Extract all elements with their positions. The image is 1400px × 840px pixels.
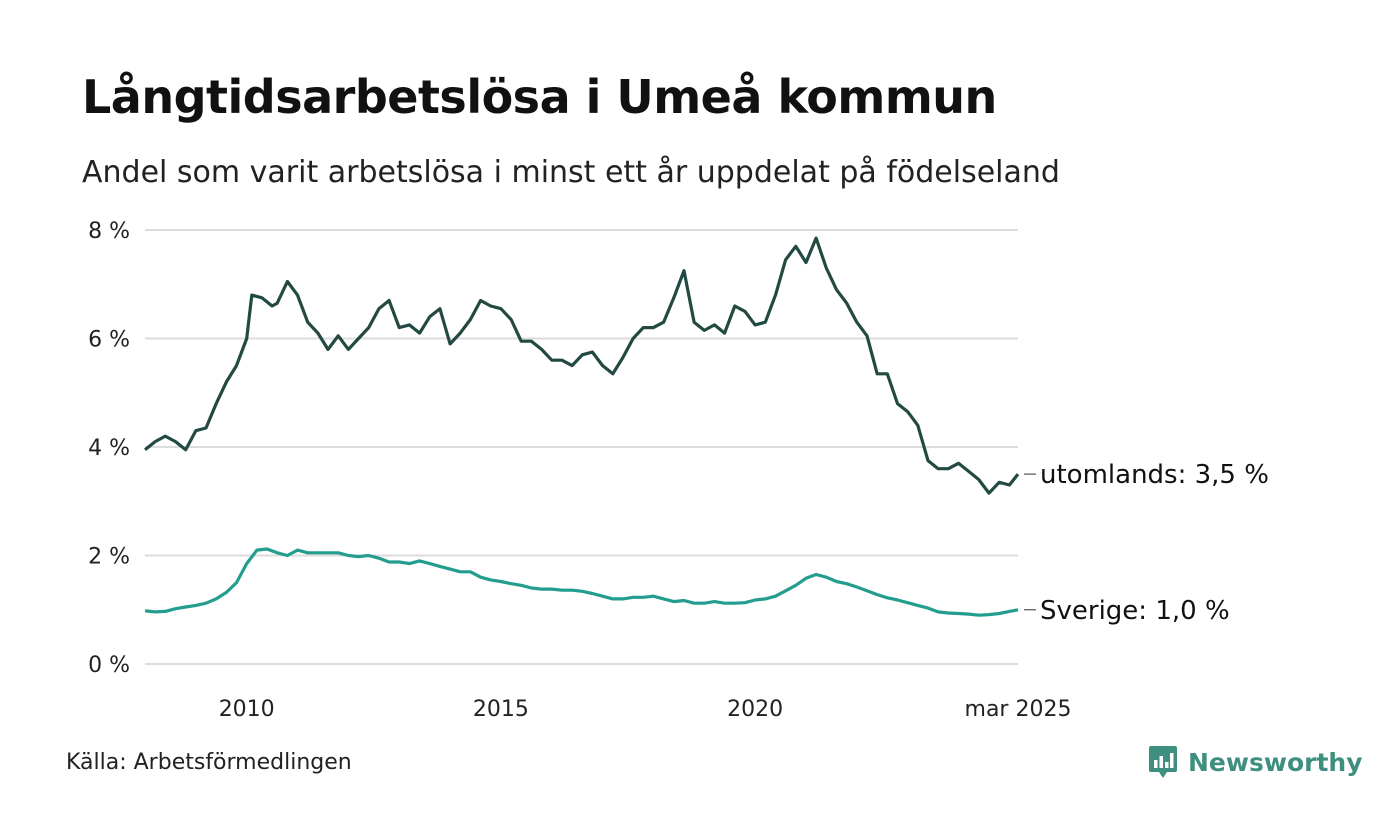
x-tick-label: mar 2025 (965, 697, 1072, 722)
x-axis-ticks: 2010 2015 2020 mar 2025 (219, 697, 1072, 722)
series-end-label-utomlands: utomlands: 3,5 % (1040, 460, 1269, 490)
y-tick-label: 4 % (88, 436, 130, 461)
series-lines (144, 236, 1020, 617)
y-tick-label: 0 % (88, 653, 130, 678)
chart-subtitle: Andel som varit arbetslösa i minst ett å… (82, 155, 1060, 190)
y-tick-label: 6 % (88, 328, 130, 353)
y-tick-label: 2 % (88, 545, 130, 570)
y-tick-label: 8 % (88, 219, 130, 244)
y-axis-ticks: 0 % 2 % 4 % 6 % 8 % (88, 219, 130, 678)
gridlines (145, 229, 1018, 665)
series-line-utomlands (144, 236, 1020, 495)
brand-name: Newsworthy (1188, 747, 1363, 777)
x-tick-label: 2010 (219, 697, 275, 722)
source-text: Källa: Arbetsförmedlingen (66, 750, 352, 775)
series-line-sverige (144, 547, 1019, 617)
x-tick-label: 2015 (473, 697, 529, 722)
x-tick-label: 2020 (727, 697, 783, 722)
series-end-labels: utomlands: 3,5 % Sverige: 1,0 % (1024, 460, 1269, 626)
chart-title: Långtidsarbetslösa i Umeå kommun (82, 70, 997, 124)
series-end-label-sverige: Sverige: 1,0 % (1040, 596, 1230, 626)
newsworthy-logo-icon (1149, 746, 1177, 778)
brand-logo: Newsworthy (1148, 744, 1363, 780)
